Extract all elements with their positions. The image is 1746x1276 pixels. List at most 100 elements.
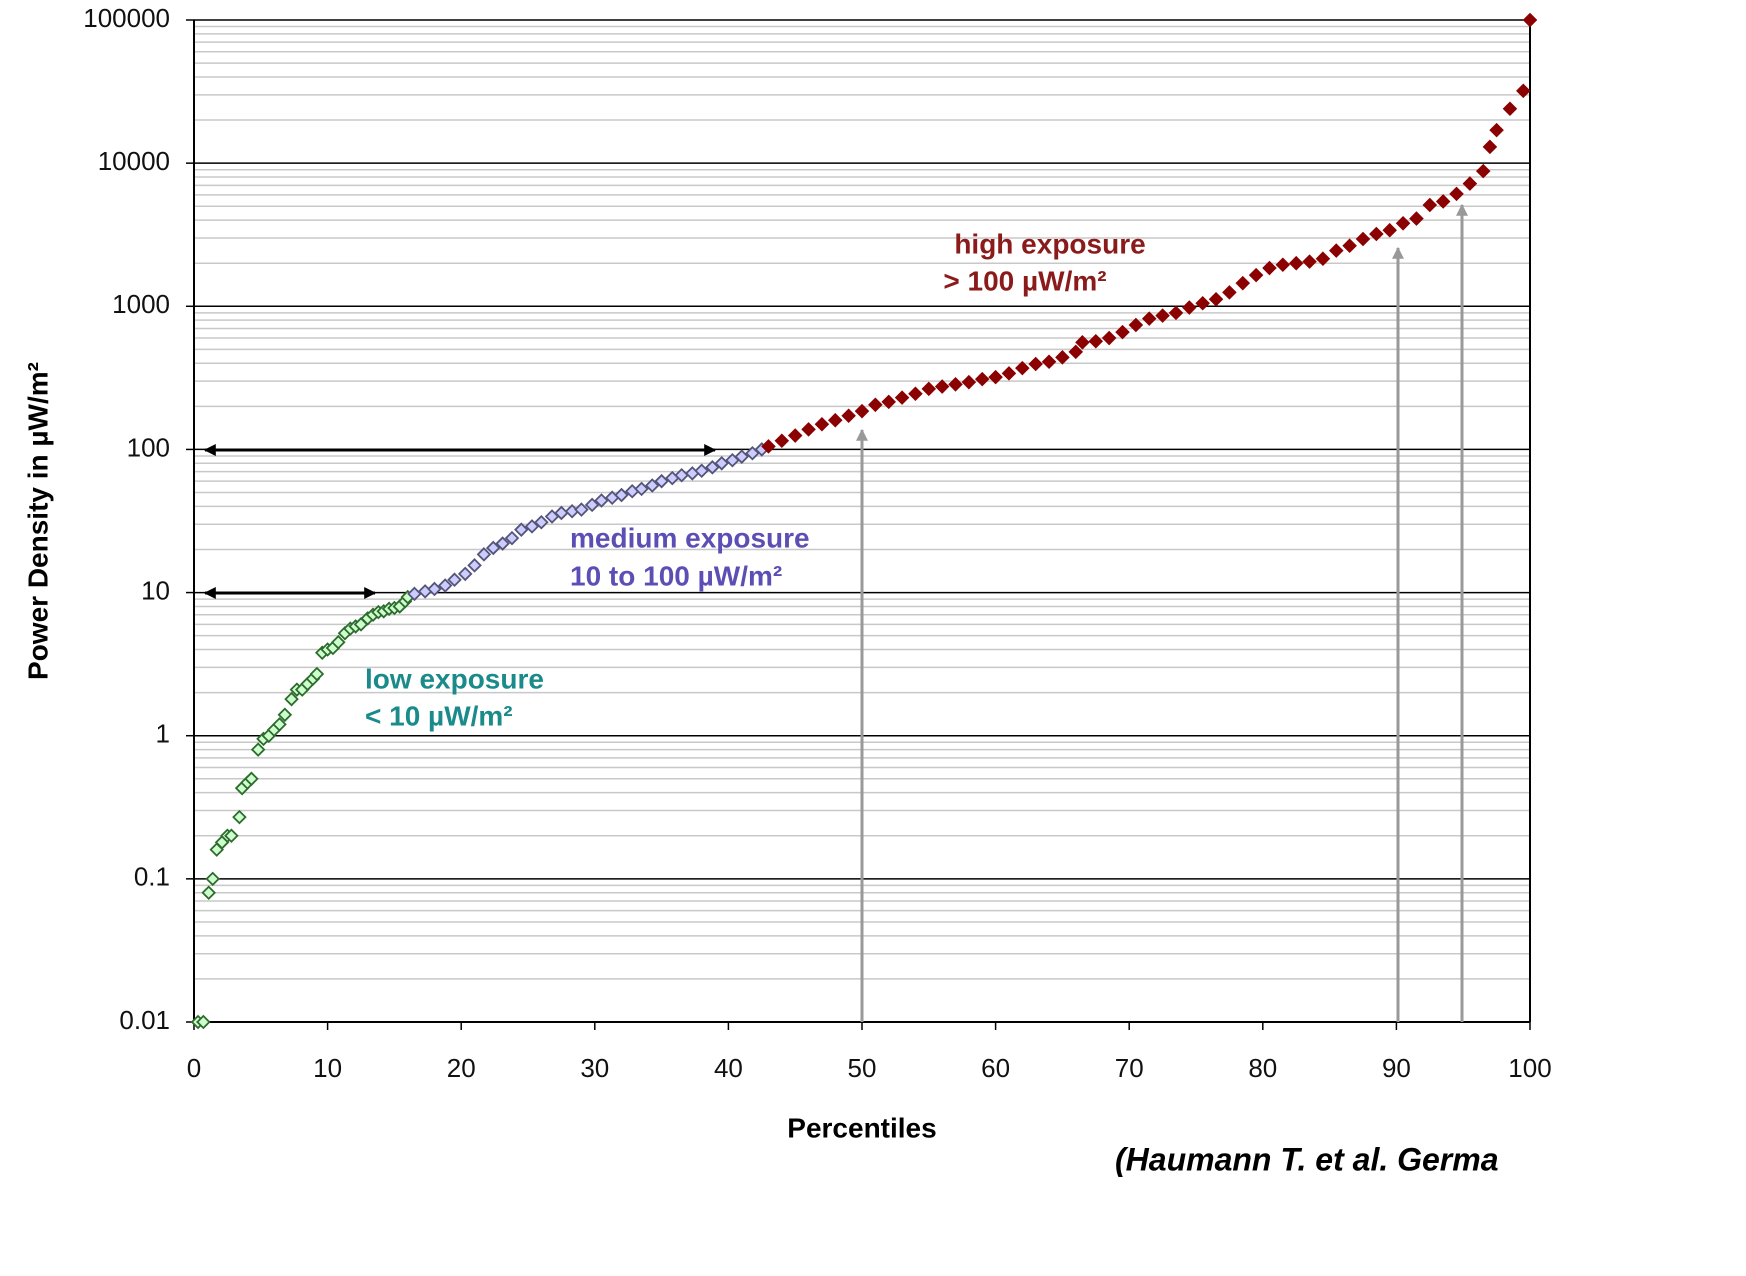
- x-tick-label: 70: [1115, 1053, 1144, 1083]
- point: [1055, 350, 1070, 365]
- point: [1128, 317, 1144, 333]
- point: [427, 581, 442, 597]
- y-tick-label: 10: [141, 575, 170, 605]
- point: [881, 394, 896, 410]
- y-tick-label: 0.01: [119, 1005, 170, 1035]
- point: [309, 666, 325, 682]
- point: [934, 379, 950, 394]
- point: [1409, 211, 1424, 226]
- point: [1182, 300, 1197, 315]
- point: [894, 390, 910, 405]
- point: [961, 374, 977, 390]
- point: [250, 742, 266, 757]
- point: [457, 566, 473, 582]
- point: [654, 473, 669, 489]
- point: [1262, 260, 1277, 276]
- point: [694, 463, 709, 478]
- point: [1475, 163, 1491, 179]
- y-axis-label: Power Density in µW/m²: [22, 362, 53, 680]
- point: [1068, 344, 1084, 360]
- point: [1195, 295, 1210, 311]
- point: [841, 408, 856, 423]
- point: [634, 481, 649, 497]
- point: [224, 828, 239, 844]
- point: [1168, 305, 1184, 321]
- point: [714, 456, 729, 471]
- point: [761, 439, 776, 454]
- x-axis-label: Percentiles: [787, 1112, 936, 1143]
- x-tick-label: 80: [1248, 1053, 1277, 1083]
- point: [705, 460, 720, 475]
- point: [734, 449, 750, 464]
- point: [1015, 360, 1030, 376]
- point: [814, 416, 830, 432]
- point: [1516, 83, 1531, 99]
- point: [1502, 101, 1518, 116]
- point: [801, 422, 816, 437]
- y-tick-label: 1: [156, 719, 170, 749]
- y-tick-label: 10000: [98, 146, 170, 176]
- point: [514, 522, 529, 537]
- point: [495, 536, 510, 551]
- x-tick-label: 90: [1382, 1053, 1411, 1083]
- point: [1462, 176, 1478, 191]
- grid: 0.01 0.1 1 10 100 1000 10000 100000 0 10 20 30 40 50 6…: [83, 3, 1551, 1083]
- point: [774, 433, 790, 449]
- point: [988, 369, 1003, 385]
- point: [467, 558, 482, 573]
- point: [594, 493, 609, 508]
- point: [584, 497, 600, 513]
- x-tick-label: 10: [313, 1053, 342, 1083]
- caption: (Haumann T. et al. Germa: [1115, 1141, 1499, 1177]
- point: [1075, 335, 1090, 350]
- point: [1208, 291, 1224, 307]
- x-tick-label: 50: [848, 1053, 877, 1083]
- point: [614, 487, 629, 503]
- point: [1275, 257, 1291, 273]
- marks: [190, 12, 1538, 1030]
- arrows: [203, 203, 1468, 1022]
- annotation: low exposure: [365, 663, 544, 694]
- point: [1449, 186, 1464, 202]
- x-tick-label: 20: [447, 1053, 476, 1083]
- point: [1041, 354, 1057, 369]
- x-tick-label: 100: [1508, 1053, 1551, 1083]
- point: [277, 707, 293, 723]
- point: [1489, 122, 1504, 138]
- point: [447, 572, 462, 587]
- x-tick-label: 60: [981, 1053, 1010, 1083]
- point: [948, 377, 963, 392]
- point: [232, 809, 247, 825]
- annotation: < 10 µW/m²: [365, 700, 513, 731]
- x-tick-label: 0: [187, 1053, 201, 1083]
- point: [1141, 311, 1157, 326]
- point: [1302, 254, 1317, 269]
- point: [272, 717, 287, 732]
- point: [284, 691, 299, 707]
- point: [921, 381, 937, 397]
- y-tick-label: 0.1: [134, 862, 170, 892]
- point: [1101, 330, 1117, 346]
- point: [574, 502, 589, 517]
- point: [868, 397, 883, 413]
- y-tick-label: 1000: [112, 289, 170, 319]
- point: [1482, 139, 1498, 155]
- point: [1435, 194, 1451, 209]
- point: [1028, 356, 1043, 372]
- point: [1329, 243, 1344, 258]
- x-tick-label: 30: [580, 1053, 609, 1083]
- point: [1088, 333, 1104, 349]
- point: [1382, 222, 1397, 238]
- annotation: > 100 µW/m²: [943, 265, 1106, 296]
- point: [1315, 251, 1331, 266]
- point: [1115, 324, 1130, 340]
- point: [1248, 267, 1264, 283]
- annotation: high exposure: [954, 228, 1145, 259]
- annotation: medium exposure: [570, 522, 810, 553]
- point: [437, 578, 453, 593]
- point: [1222, 285, 1237, 300]
- point: [908, 386, 923, 401]
- point: [1342, 238, 1357, 253]
- point: [1422, 197, 1438, 213]
